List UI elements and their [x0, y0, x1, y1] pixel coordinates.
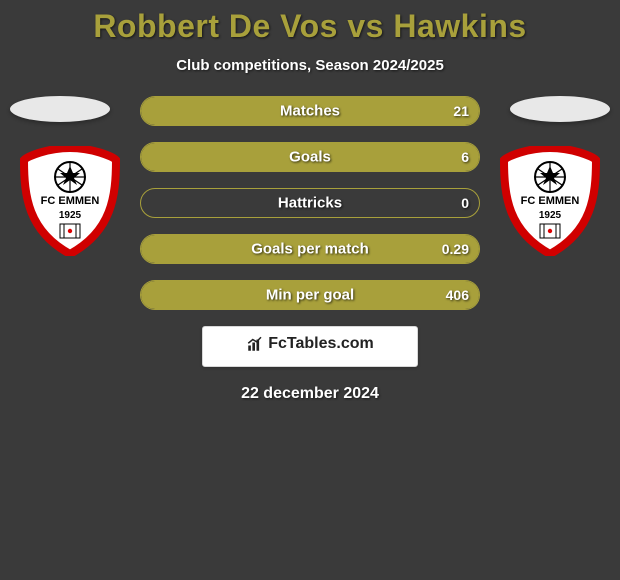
player-platform-left	[10, 96, 110, 122]
stat-row: Goals6	[140, 142, 480, 172]
badge-club-name: FC EMMEN	[521, 195, 580, 207]
stat-label: Hattricks	[141, 195, 479, 212]
stat-value-right: 21	[453, 103, 469, 119]
stat-value-right: 6	[461, 149, 469, 165]
stat-bars: Matches21 Goals6 Hattricks0 Goals per match…	[140, 96, 480, 310]
date-text: 22 december 2024	[0, 385, 620, 403]
stat-value-right: 0.29	[442, 241, 469, 257]
stat-label: Goals per match	[141, 241, 479, 258]
shield-icon: FC EMMEN 1925	[500, 146, 600, 256]
page-title: Robbert De Vos vs Hawkins	[0, 0, 620, 45]
club-badge-left: FC EMMEN 1925	[20, 146, 120, 256]
stat-value-right: 406	[446, 287, 469, 303]
subtitle: Club competitions, Season 2024/2025	[0, 57, 620, 74]
comparison-infographic: Robbert De Vos vs Hawkins Club competiti…	[0, 0, 620, 580]
watermark-text: FcTables.com	[268, 335, 374, 353]
stat-value-right: 0	[461, 195, 469, 211]
comparison-arena: FC EMMEN 1925 FC EMMEN 1925 Matc	[0, 96, 620, 310]
stat-row: Min per goal406	[140, 280, 480, 310]
watermark-box: FcTables.com	[202, 326, 418, 367]
player-platform-right	[510, 96, 610, 122]
badge-club-name: FC EMMEN	[41, 195, 100, 207]
stat-row: Goals per match0.29	[140, 234, 480, 264]
stat-label: Goals	[141, 149, 479, 166]
stat-row: Hattricks0	[140, 188, 480, 218]
stat-label: Matches	[141, 103, 479, 120]
badge-year: 1925	[59, 210, 82, 221]
shield-icon: FC EMMEN 1925	[20, 146, 120, 256]
stat-row: Matches21	[140, 96, 480, 126]
club-badge-right: FC EMMEN 1925	[500, 146, 600, 256]
badge-year: 1925	[539, 210, 562, 221]
stat-label: Min per goal	[141, 287, 479, 304]
chart-icon	[246, 335, 264, 353]
